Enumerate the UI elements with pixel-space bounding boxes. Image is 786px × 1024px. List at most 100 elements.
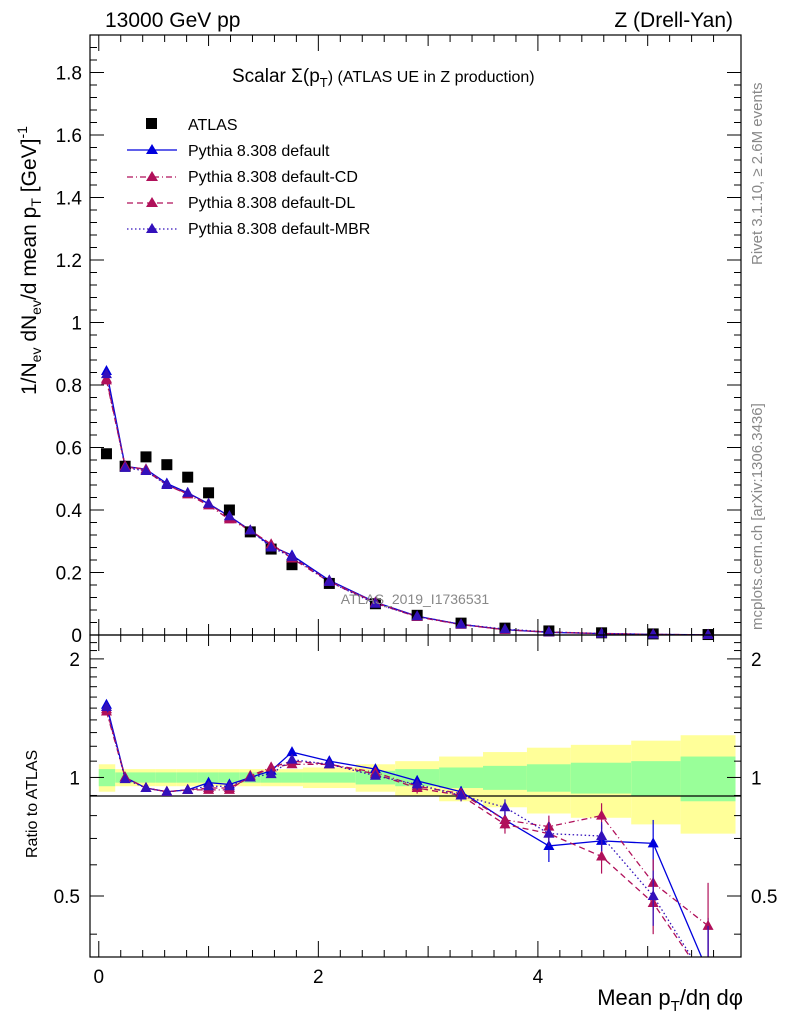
main-panel: 00.20.40.60.811.21.41.61.8 Scalar Σ(pT) … <box>14 34 742 647</box>
mc-point-4 <box>647 628 659 639</box>
ratio-point-3 <box>499 801 511 812</box>
legend-entry-default: Pythia 8.308 default <box>127 143 330 160</box>
band-green <box>526 764 571 792</box>
band-green <box>302 772 356 783</box>
main-ytick-label: 0 <box>71 626 82 647</box>
legend-label-default: Pythia 8.308 default <box>188 143 330 160</box>
atlas-data-point <box>100 448 112 460</box>
ratio-ytick-label: 2 <box>69 650 80 671</box>
band-green <box>218 772 240 783</box>
band-green <box>155 772 177 783</box>
atlas-data-point <box>140 451 152 463</box>
chart-title-main: Scalar Σ(p <box>232 66 320 87</box>
ratio-point-3 <box>647 889 659 900</box>
ratio-point-3 <box>596 830 608 841</box>
ratio-point-2 <box>499 818 511 829</box>
energy-label: 13000 GeV pp <box>105 9 240 32</box>
ratio-line-1 <box>105 711 709 927</box>
process-label: Z (Drell-Yan) <box>614 9 733 32</box>
ratio-ytick-label: 0.5 <box>54 887 80 908</box>
main-ytick-label: 1.6 <box>56 126 82 147</box>
legend: ATLAS Pythia 8.308 default Pythia 8.308 … <box>127 117 370 238</box>
xtick-label: 0 <box>93 967 104 988</box>
mc-point-4 <box>265 541 277 552</box>
xlabel-s1: T <box>671 998 680 1015</box>
mc-point-4 <box>223 510 235 521</box>
band-green <box>281 772 303 783</box>
ratio-point-2 <box>596 850 608 861</box>
ylabel-sup: -1 <box>14 126 30 139</box>
mc-point-4 <box>203 497 215 508</box>
main-ytick-label: 1.2 <box>56 251 82 272</box>
ylabel-s2: ev <box>28 300 44 315</box>
legend-marker-default <box>146 144 158 154</box>
ratio-point-3 <box>119 773 131 784</box>
ratio-point-2 <box>265 761 277 772</box>
main-ytick-label: 1.8 <box>56 64 82 85</box>
mc-point-4 <box>244 524 256 535</box>
chart-title: Scalar Σ(pT) (ATLAS UE in Z production) <box>232 66 535 90</box>
band-green <box>98 769 116 787</box>
band-green <box>570 762 632 794</box>
ratio-point-3 <box>182 783 194 794</box>
chart-title-rest: ) (ATLAS UE in Z production) <box>328 69 535 86</box>
mc-point-4 <box>140 464 152 475</box>
main-y-label: 1/Nev dNev/d mean pT [GeV]-1 <box>14 126 44 395</box>
mc-point-4 <box>702 628 714 639</box>
ratio-point-3 <box>455 789 467 800</box>
mc-point-4 <box>411 610 423 621</box>
ratio-point-3 <box>100 700 112 711</box>
band-green <box>197 772 219 783</box>
ratio-point-3 <box>323 758 335 769</box>
main-ytick-label: 0.6 <box>56 439 82 460</box>
mc-point-4 <box>499 623 511 634</box>
ratio-ytick-label: 1 <box>69 768 80 789</box>
main-ytick-label: 0.4 <box>56 501 83 522</box>
xtick-label: 4 <box>533 967 544 988</box>
ylabel-p3: /d mean p <box>18 207 41 300</box>
legend-entry-atlas: ATLAS <box>146 117 238 134</box>
atlas-data-point <box>223 504 235 516</box>
legend-entry-mbr: Pythia 8.308 default-MBR <box>127 221 370 238</box>
main-ytick-label: 0.2 <box>56 564 82 585</box>
mc-point-4 <box>182 486 194 497</box>
legend-marker-mbr <box>146 223 158 233</box>
main-x-axis <box>98 35 715 635</box>
ratio-ytick-label-right: 2 <box>751 650 762 671</box>
mc-point-4 <box>119 461 131 472</box>
ratio-point-1 <box>702 919 714 930</box>
mc-point-4 <box>455 618 467 629</box>
band-green <box>680 756 736 802</box>
mc-point-4 <box>286 550 298 561</box>
ratio-point-3 <box>411 778 423 789</box>
atlas-data-point <box>286 559 298 571</box>
main-ytick-label: 1 <box>71 314 82 335</box>
legend-marker-cd <box>146 171 158 181</box>
ylabel-p2: dN <box>18 315 41 348</box>
ratio-point-3 <box>244 771 256 782</box>
band-green <box>631 761 681 796</box>
legend-label-dl: Pythia 8.308 default-DL <box>188 195 355 212</box>
mc-point-4 <box>543 626 555 637</box>
ylabel-s3: T <box>28 198 44 207</box>
ylabel-p1: 1/N <box>18 362 41 395</box>
ylabel-s1: ev <box>28 348 44 363</box>
legend-label-atlas: ATLAS <box>188 117 238 134</box>
main-y-axis: 0 0.2 0.4 0.6 0.8 1 1.2 1.4 1.6 1.8 <box>56 47 741 647</box>
ratio-ytick-label-right: 0.5 <box>751 887 777 908</box>
legend-label-mbr: Pythia 8.308 default-MBR <box>188 221 370 238</box>
ratio-point-0 <box>703 966 714 976</box>
ratio-series-group <box>100 698 714 976</box>
ratio-point-3 <box>140 782 152 793</box>
ratio-x-axis: 0 2 4 <box>93 635 715 988</box>
ratio-y-axis: 0.5 0.5 1 1 2 2 <box>54 642 777 935</box>
ratio-point-3 <box>286 753 298 764</box>
ratio-point-3 <box>161 785 173 796</box>
ratio-panel: 0.5 0.5 1 1 2 2 0 2 4 Ratio to ATLAS Mean pT/dη… <box>24 634 777 1015</box>
mc-point-4 <box>161 479 173 489</box>
legend-label-cd: Pythia 8.308 default-CD <box>188 169 358 186</box>
main-ytick-label: 1.4 <box>56 189 83 210</box>
ratio-point-3 <box>543 827 555 838</box>
ratio-point-0 <box>286 746 298 757</box>
mc-point-4 <box>100 368 112 379</box>
